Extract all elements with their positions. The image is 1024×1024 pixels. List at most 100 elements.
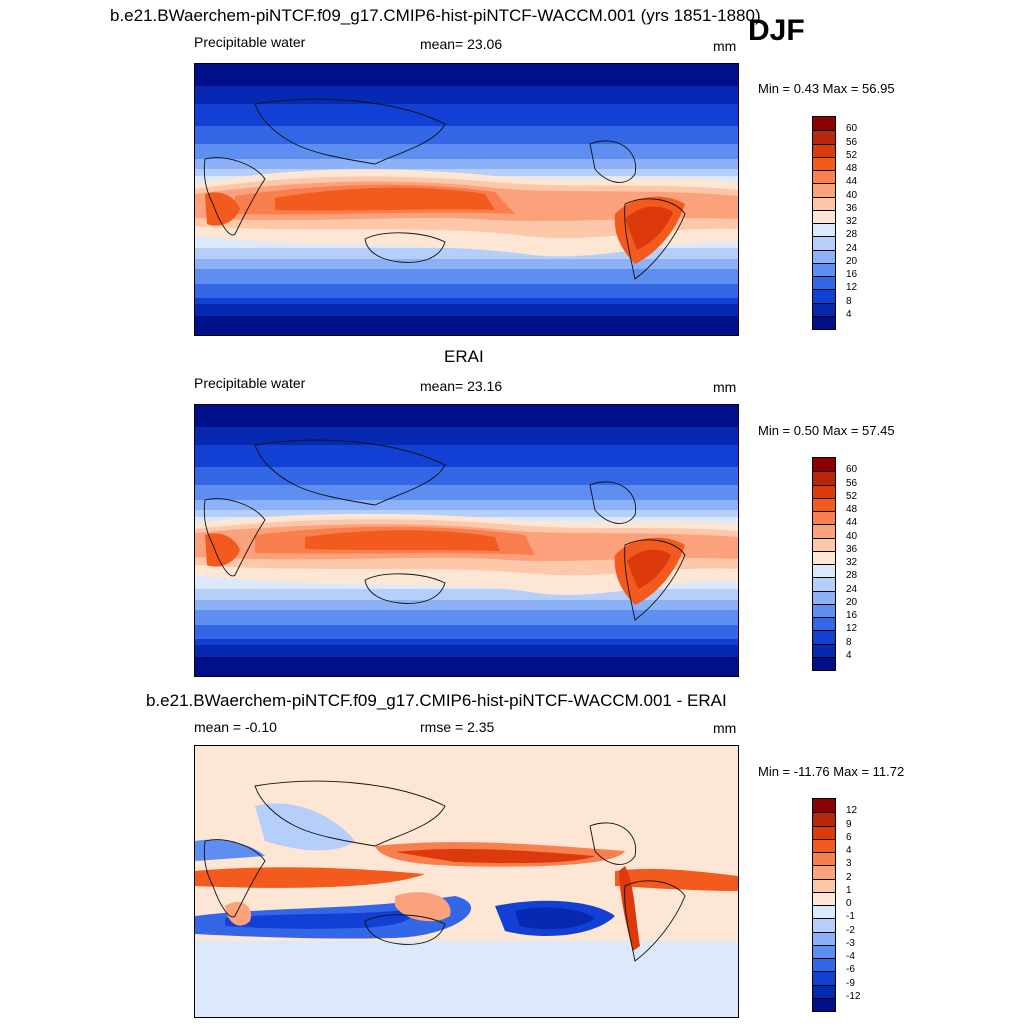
panel1-mean-label: mean= — [420, 36, 464, 52]
colorbar-segment — [813, 643, 835, 657]
colorbar-tick-label: 56 — [846, 136, 858, 148]
colorbar-tick-label: 60 — [846, 123, 858, 135]
panel3-rmse-value: 2.35 — [467, 719, 495, 735]
colorbar-tick-label: 4 — [846, 308, 852, 320]
colorbar-segment — [813, 984, 835, 998]
colorbar-segment — [813, 236, 835, 250]
panel3-map-field — [195, 746, 738, 1017]
colorbar-tick-label: 28 — [846, 229, 858, 241]
colorbar-tick-label: -6 — [846, 964, 855, 976]
colorbar-tick-label: 36 — [846, 202, 858, 214]
colorbar-segment — [813, 302, 835, 316]
colorbar-tick-label: 28 — [846, 570, 858, 582]
colorbar-segment — [813, 276, 835, 290]
colorbar-tick-label: 44 — [846, 176, 858, 188]
panel3-mean: mean = -0.10 — [194, 719, 277, 735]
panel2-minmax: Min = 0.50 Max = 57.45 — [758, 423, 895, 438]
panel1-units: mm — [713, 38, 737, 54]
colorbar-segment — [813, 577, 835, 591]
colorbar-tick-label: -3 — [846, 937, 855, 949]
colorbar-segment — [813, 249, 835, 263]
colorbar-tick-label: 8 — [846, 295, 852, 307]
colorbar-tick-label: 60 — [846, 464, 858, 476]
colorbar-segment — [813, 550, 835, 564]
colorbar-tick-label: 48 — [846, 163, 858, 174]
colorbar-tick-label: 12 — [846, 623, 858, 635]
colorbar-tick-label: 32 — [846, 216, 858, 227]
colorbar-tick-label: 52 — [846, 490, 858, 502]
colorbar-segment — [813, 511, 835, 525]
colorbar-tick-label: 12 — [846, 805, 858, 817]
colorbar-tick-label: 36 — [846, 543, 858, 555]
colorbar-tick-label: 0 — [846, 898, 852, 909]
colorbar-segment — [813, 971, 835, 985]
panel2-variable: Precipitable water — [194, 375, 306, 391]
panel2-title: ERAI — [444, 347, 484, 366]
colorbar-tick-label: 40 — [846, 189, 858, 201]
colorbar-segment — [813, 315, 835, 329]
colorbar-tick-label: 52 — [846, 149, 858, 161]
colorbar-tick-label: 48 — [846, 504, 858, 515]
colorbar-tick-label: 3 — [846, 858, 852, 870]
panel1-mean: mean= 23.06 — [420, 36, 502, 52]
colorbar-tick-label: -1 — [846, 911, 855, 923]
colorbar-segment — [813, 156, 835, 170]
colorbar-segment — [813, 997, 835, 1011]
colorbar-segment — [813, 799, 835, 813]
panel1-mean-value: 23.06 — [467, 36, 503, 52]
colorbar-segment — [813, 918, 835, 932]
colorbar-segment — [813, 262, 835, 276]
panel1-colorbar — [812, 116, 836, 330]
season-label: DJF — [748, 14, 805, 47]
panel3-units: mm — [713, 720, 737, 736]
colorbar-tick-label: 24 — [846, 242, 858, 254]
panel2-mean-value: 23.16 — [467, 378, 503, 394]
panel2-map — [194, 404, 739, 677]
colorbar-segment — [813, 838, 835, 852]
colorbar-segment — [813, 852, 835, 866]
figure-title: b.e21.BWaerchem-piNTCF.f09_g17.CMIP6-his… — [110, 6, 761, 25]
colorbar-segment — [813, 564, 835, 578]
colorbar-segment — [813, 617, 835, 631]
colorbar-segment — [813, 130, 835, 144]
colorbar-segment — [813, 170, 835, 184]
colorbar-segment — [813, 878, 835, 892]
colorbar-tick-label: 8 — [846, 636, 852, 648]
panel2-map-field — [195, 405, 738, 676]
colorbar-tick-label: 44 — [846, 517, 858, 529]
colorbar-segment — [813, 497, 835, 511]
colorbar-segment — [813, 825, 835, 839]
panel2-mean-label: mean= — [420, 378, 464, 394]
colorbar-tick-label: 6 — [846, 831, 852, 843]
colorbar-segment — [813, 143, 835, 157]
panel1-minmax: Min = 0.43 Max = 56.95 — [758, 81, 895, 96]
colorbar-segment — [813, 209, 835, 223]
colorbar-tick-label: 40 — [846, 530, 858, 542]
colorbar-segment — [813, 458, 835, 472]
colorbar-segment — [813, 958, 835, 972]
colorbar-tick-label: 2 — [846, 871, 852, 883]
colorbar-segment — [813, 656, 835, 670]
colorbar-segment — [813, 524, 835, 538]
colorbar-tick-label: 20 — [846, 596, 858, 608]
colorbar-tick-label: -4 — [846, 951, 855, 962]
colorbar-segment — [813, 289, 835, 303]
panel3-title: b.e21.BWaerchem-piNTCF.f09_g17.CMIP6-his… — [146, 691, 727, 710]
colorbar-segment — [813, 931, 835, 945]
panel2-colorbar — [812, 457, 836, 671]
panel3-minmax: Min = -11.76 Max = 11.72 — [758, 764, 905, 779]
panel3-rmse-label: rmse = — [420, 719, 464, 735]
panel1-map-field — [195, 64, 738, 335]
colorbar-tick-label: 4 — [846, 649, 852, 661]
colorbar-segment — [813, 905, 835, 919]
colorbar-tick-label: 56 — [846, 477, 858, 489]
colorbar-segment — [813, 484, 835, 498]
panel3-map — [194, 745, 739, 1018]
colorbar-segment — [813, 812, 835, 826]
colorbar-tick-label: -2 — [846, 924, 855, 936]
colorbar-segment — [813, 865, 835, 879]
panel1-map — [194, 63, 739, 336]
colorbar-tick-label: 24 — [846, 583, 858, 595]
colorbar-segment — [813, 630, 835, 644]
colorbar-segment — [813, 537, 835, 551]
